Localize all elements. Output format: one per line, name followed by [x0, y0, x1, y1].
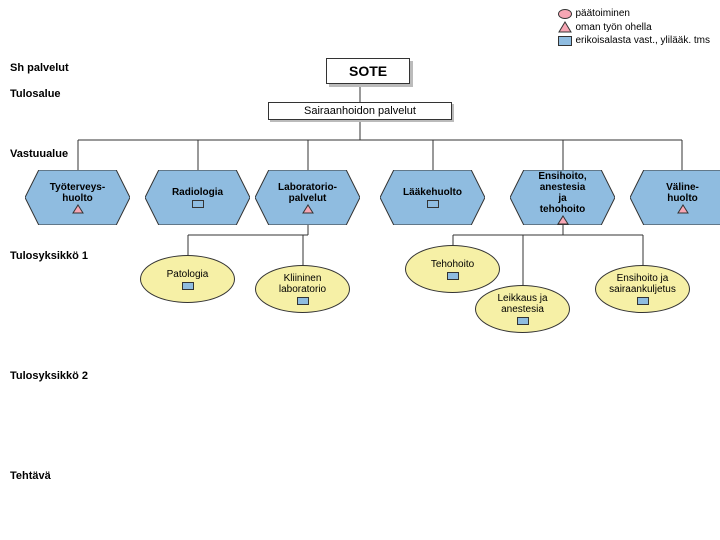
ellipse-label: Leikkaus ja anestesia — [497, 293, 547, 315]
rect-icon — [182, 282, 194, 290]
triangle-icon — [677, 204, 689, 214]
ellipse-node: Patologia — [140, 255, 235, 303]
legend-item: erikoisalasta vast., ylilääk. tms — [558, 35, 711, 46]
hex-label: Radiologia — [172, 187, 223, 198]
hex-label: Väline- huolto — [666, 182, 699, 204]
row-label-ty2: Tulosyksikkö 2 — [10, 370, 88, 382]
legend: päätoiminen oman työn ohella erikoisalas… — [558, 8, 711, 48]
legend-item: oman työn ohella — [558, 21, 711, 33]
node-sairaanhoidon: Sairaanhoidon palvelut — [268, 102, 452, 120]
triangle-icon — [302, 204, 314, 214]
rect-icon — [517, 317, 529, 325]
legend-ellipse-icon — [558, 9, 572, 19]
hex-label: Laboratorio- palvelut — [278, 182, 337, 204]
hex-node: Radiologia — [145, 170, 250, 225]
hex-node: Laboratorio- palvelut — [255, 170, 360, 225]
ellipse-label: Patologia — [167, 269, 209, 280]
legend-label: erikoisalasta vast., ylilääk. tms — [576, 35, 711, 46]
rect-icon — [427, 200, 439, 208]
hex-node: Väline- huolto — [630, 170, 720, 225]
legend-label: oman työn ohella — [576, 22, 652, 33]
hex-node: Työterveys- huolto — [25, 170, 130, 225]
ellipse-label: Kliininen laboratorio — [279, 273, 326, 295]
hex-label: Ensihoito, anestesia ja tehohoito — [538, 171, 586, 215]
row-label-tehtava: Tehtävä — [10, 470, 51, 482]
hex-label: Työterveys- huolto — [50, 182, 105, 204]
legend-label: päätoiminen — [576, 8, 630, 19]
row-label-sh: Sh palvelut — [10, 62, 69, 74]
rect-icon — [637, 297, 649, 305]
triangle-icon — [557, 215, 569, 225]
node-sote-label: SOTE — [349, 63, 387, 79]
ellipse-node: Kliininen laboratorio — [255, 265, 350, 313]
row-label-tulosalue: Tulosalue — [10, 88, 61, 100]
legend-item: päätoiminen — [558, 8, 711, 19]
node-sote: SOTE — [326, 58, 410, 84]
hex-node: Ensihoito, anestesia ja tehohoito — [510, 170, 615, 225]
rect-icon — [447, 272, 459, 280]
ellipse-node: Ensihoito ja sairaankuljetus — [595, 265, 690, 313]
node-sairaanhoidon-label: Sairaanhoidon palvelut — [304, 105, 416, 117]
hex-label: Lääkehuolto — [403, 187, 462, 198]
ellipse-label: Tehohoito — [431, 259, 474, 270]
ellipse-label: Ensihoito ja sairaankuljetus — [609, 273, 676, 295]
hex-node: Lääkehuolto — [380, 170, 485, 225]
triangle-icon — [72, 204, 84, 214]
rect-icon — [192, 200, 204, 208]
row-label-ty1: Tulosyksikkö 1 — [10, 250, 88, 262]
ellipse-node: Leikkaus ja anestesia — [475, 285, 570, 333]
legend-rect-icon — [558, 36, 572, 46]
row-label-vastuualue: Vastuualue — [10, 148, 68, 160]
legend-triangle-icon — [558, 21, 572, 33]
ellipse-node: Tehohoito — [405, 245, 500, 293]
rect-icon — [297, 297, 309, 305]
